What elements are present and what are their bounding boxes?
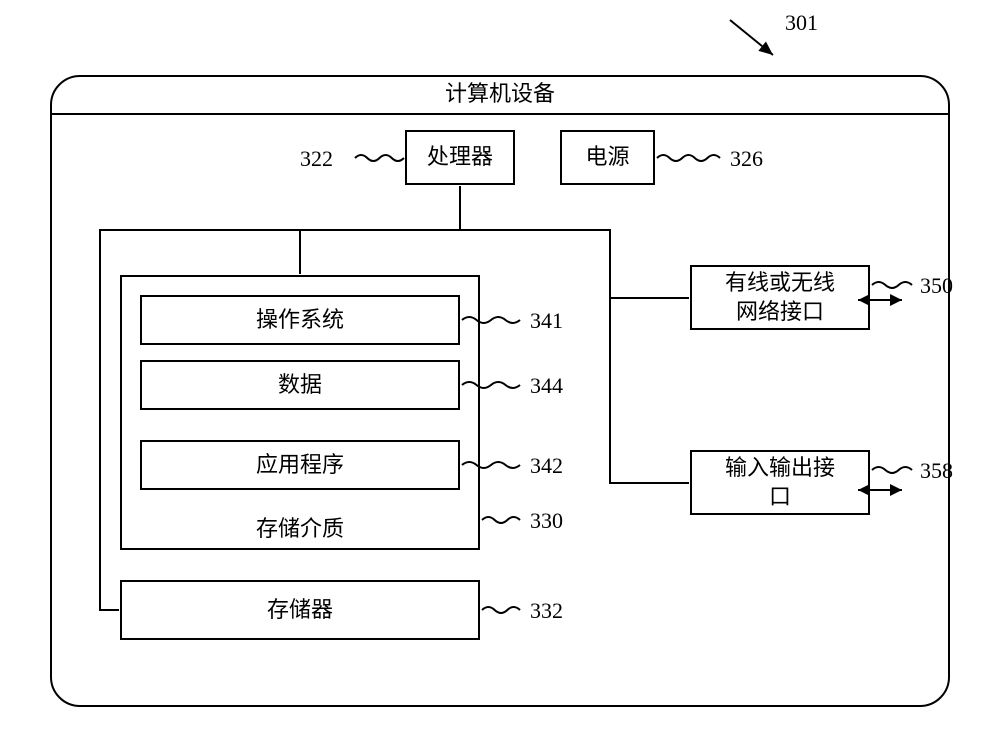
- ref-label-341: 341: [530, 308, 563, 334]
- storage-medium-label: 存储介质: [256, 515, 344, 544]
- os-box: 操作系统: [140, 295, 460, 345]
- power-label: 电源: [585, 143, 629, 172]
- ref-label-344: 344: [530, 373, 563, 399]
- container-title-text: 计算机设备: [445, 80, 555, 109]
- ref-label-358: 358: [920, 458, 953, 484]
- ref-label-301: 301: [785, 10, 818, 36]
- ref-label-326: 326: [730, 146, 763, 172]
- data-box: 数据: [140, 360, 460, 410]
- memory-label: 存储器: [267, 596, 333, 625]
- app-box: 应用程序: [140, 440, 460, 490]
- ref-label-350: 350: [920, 273, 953, 299]
- net-label: 有线或无线 网络接口: [725, 269, 835, 326]
- processor-box: 处理器: [405, 130, 515, 185]
- app-label: 应用程序: [256, 451, 344, 480]
- container-title: 计算机设备: [50, 75, 950, 115]
- processor-label: 处理器: [427, 143, 493, 172]
- ref-label-342: 342: [530, 453, 563, 479]
- data-label: 数据: [278, 371, 322, 400]
- ref-label-330: 330: [530, 508, 563, 534]
- io-box: 输入输出接 口: [690, 450, 870, 515]
- io-label: 输入输出接 口: [725, 454, 835, 511]
- power-box: 电源: [560, 130, 655, 185]
- memory-box: 存储器: [120, 580, 480, 640]
- ref-label-332: 332: [530, 598, 563, 624]
- net-box: 有线或无线 网络接口: [690, 265, 870, 330]
- os-label: 操作系统: [256, 306, 344, 335]
- ref-label-322: 322: [300, 146, 333, 172]
